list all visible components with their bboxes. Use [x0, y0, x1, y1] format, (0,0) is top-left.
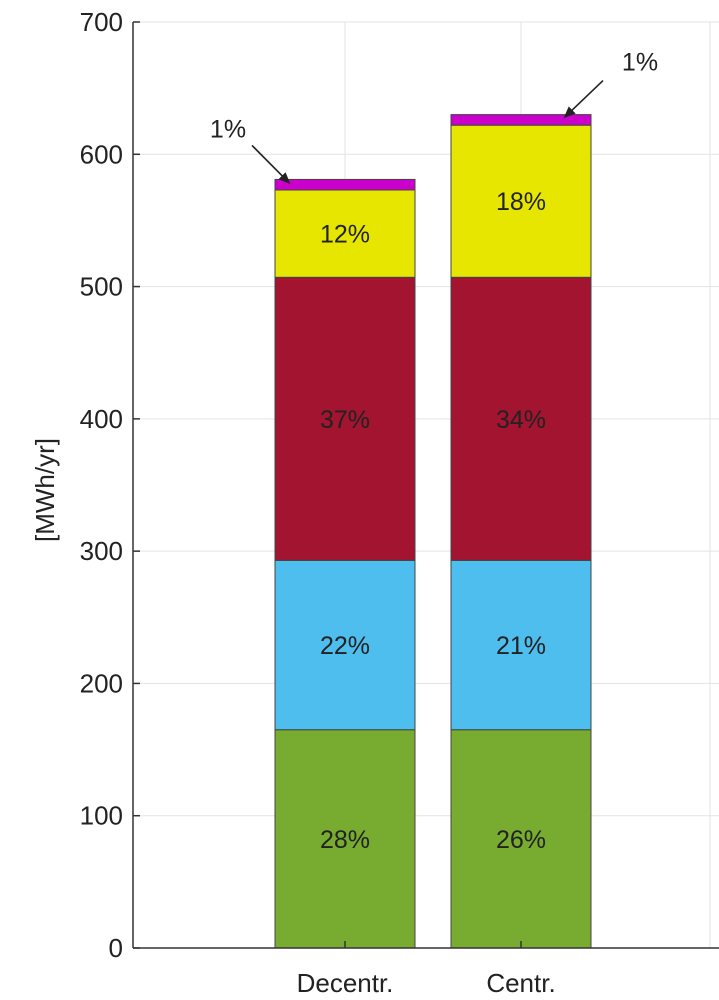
data-label: 12%	[320, 221, 370, 249]
bars	[274, 114, 592, 949]
y-tick-label: 0	[109, 933, 123, 963]
data-label: 18%	[496, 188, 546, 216]
gridlines	[133, 21, 719, 949]
data-label: 28%	[320, 826, 370, 854]
y-tick-label: 700	[80, 7, 123, 37]
data-label: 37%	[320, 406, 370, 434]
labels: 28% 22% 37% 12% 1% 26% 21% 34% 18% 1%	[210, 49, 658, 854]
x-tick-label: Decentr.	[297, 968, 394, 998]
data-label: 34%	[496, 406, 546, 434]
data-label: 21%	[496, 632, 546, 660]
y-tick-label: 600	[80, 139, 123, 169]
y-axis-label: [MWh/yr]	[30, 438, 60, 542]
bar-segment	[450, 276, 592, 561]
y-tick-label: 200	[80, 668, 123, 698]
bar-segment	[274, 276, 416, 561]
bar-segment	[274, 729, 416, 949]
bar-segment	[274, 559, 416, 731]
y-tick-label: 500	[80, 272, 123, 302]
bar-segment	[450, 729, 592, 949]
callout-label: 1%	[210, 115, 246, 143]
callout-label: 1%	[622, 49, 658, 77]
bar-segment	[274, 189, 416, 278]
x-tick-label: Centr.	[486, 968, 555, 998]
y-tick-label: 300	[80, 536, 123, 566]
bar-segment	[274, 178, 416, 191]
data-label: 26%	[496, 826, 546, 854]
data-label: 22%	[320, 632, 370, 660]
y-tick-label: 100	[80, 801, 123, 831]
bar-segment	[450, 114, 592, 126]
callout-arrow	[251, 144, 291, 185]
axes: 0 100 200 300 400 500 600 700 Decentr. Centr.	[80, 7, 719, 998]
callout-arrow	[563, 80, 604, 119]
bar-segment	[450, 559, 592, 731]
y-tick-label: 400	[80, 404, 123, 434]
